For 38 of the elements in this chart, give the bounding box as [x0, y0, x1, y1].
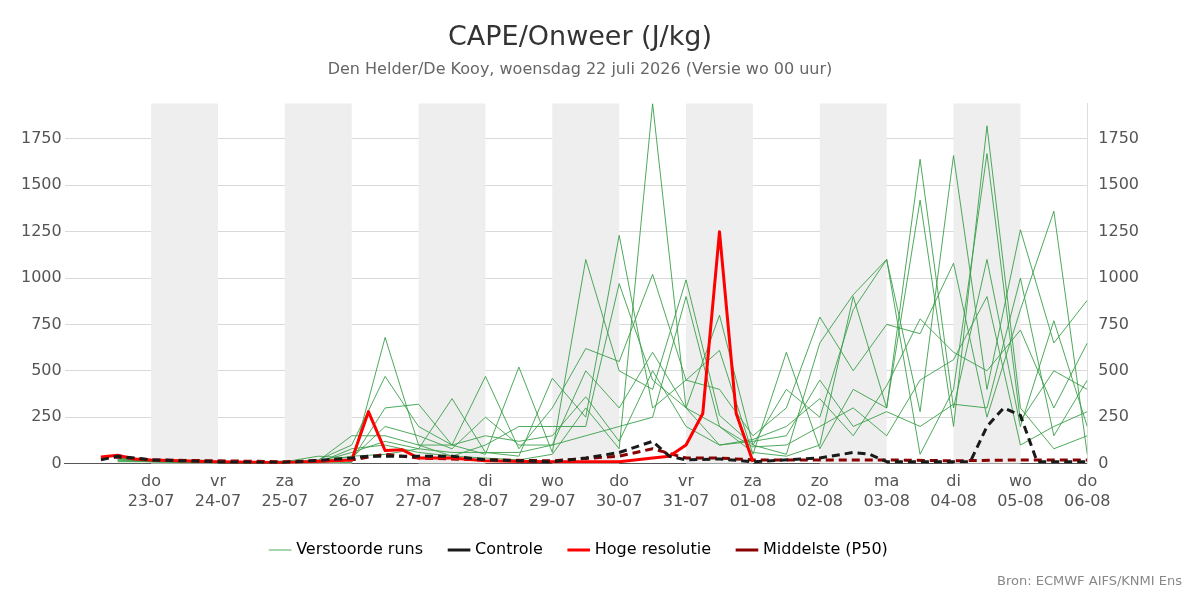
- x-tick-label: wo 05-08: [997, 471, 1044, 510]
- x-tick-label: za 01-08: [729, 471, 777, 510]
- x-tick-label: ma 03-08: [863, 471, 910, 510]
- y2-tick-label: 1250: [1098, 220, 1139, 240]
- text: Bron: ECMWF AIFS/KNMI Ens: [997, 572, 1183, 588]
- y-tick-label: 500: [31, 359, 62, 379]
- x-tick-label: vr 31-07: [662, 471, 710, 510]
- x-tick-label: di 04-08: [930, 471, 977, 510]
- chart-subtitle: Den Helder/De Kooy, woensdag 22 juli 2026 (Versie wo 00 uur): [327, 59, 833, 79]
- x-tick-label: ma 27-07: [395, 471, 442, 510]
- x-tick-label: di 28-07: [462, 471, 509, 510]
- x-tick-label: vr 24-07: [194, 471, 242, 510]
- legend-label: Controle: [475, 539, 543, 559]
- x-tick-label: za 25-07: [261, 471, 309, 510]
- y-tick-label: 750: [31, 313, 62, 333]
- y-tick-label: 1250: [21, 220, 62, 240]
- chart-title: CAPE/Onweer (J/kg): [447, 20, 713, 52]
- x-tick-label: do 06-08: [1064, 471, 1111, 510]
- y2-tick-label: 500: [1098, 359, 1129, 379]
- x-tick-label: zo 26-07: [328, 471, 375, 510]
- legend-label: Hoge resolutie: [594, 539, 711, 559]
- y2-tick-label: 750: [1098, 313, 1129, 333]
- y2-tick-label: 0: [1098, 452, 1109, 472]
- y-tick-label: 250: [31, 406, 62, 426]
- y2-tick-label: 1500: [1098, 174, 1139, 194]
- y-tick-label: 1000: [21, 267, 62, 287]
- x-tick-label: zo 02-08: [796, 471, 844, 510]
- y2-tick-label: 1000: [1098, 267, 1139, 287]
- x-tick-label: do 23-07: [127, 471, 175, 510]
- legend-label: Middelste (P50): [762, 539, 888, 559]
- x-tick-label: do 30-07: [595, 471, 643, 510]
- y2-tick-label: 250: [1098, 406, 1129, 426]
- legend-label: Verstoorde runs: [296, 539, 424, 559]
- y2-tick-label: 1750: [1098, 128, 1139, 148]
- x-tick-label: wo 29-07: [529, 471, 576, 510]
- y-tick-label: 1500: [21, 174, 62, 194]
- y-tick-label: 1750: [21, 128, 62, 148]
- y-tick-label: 0: [51, 452, 62, 472]
